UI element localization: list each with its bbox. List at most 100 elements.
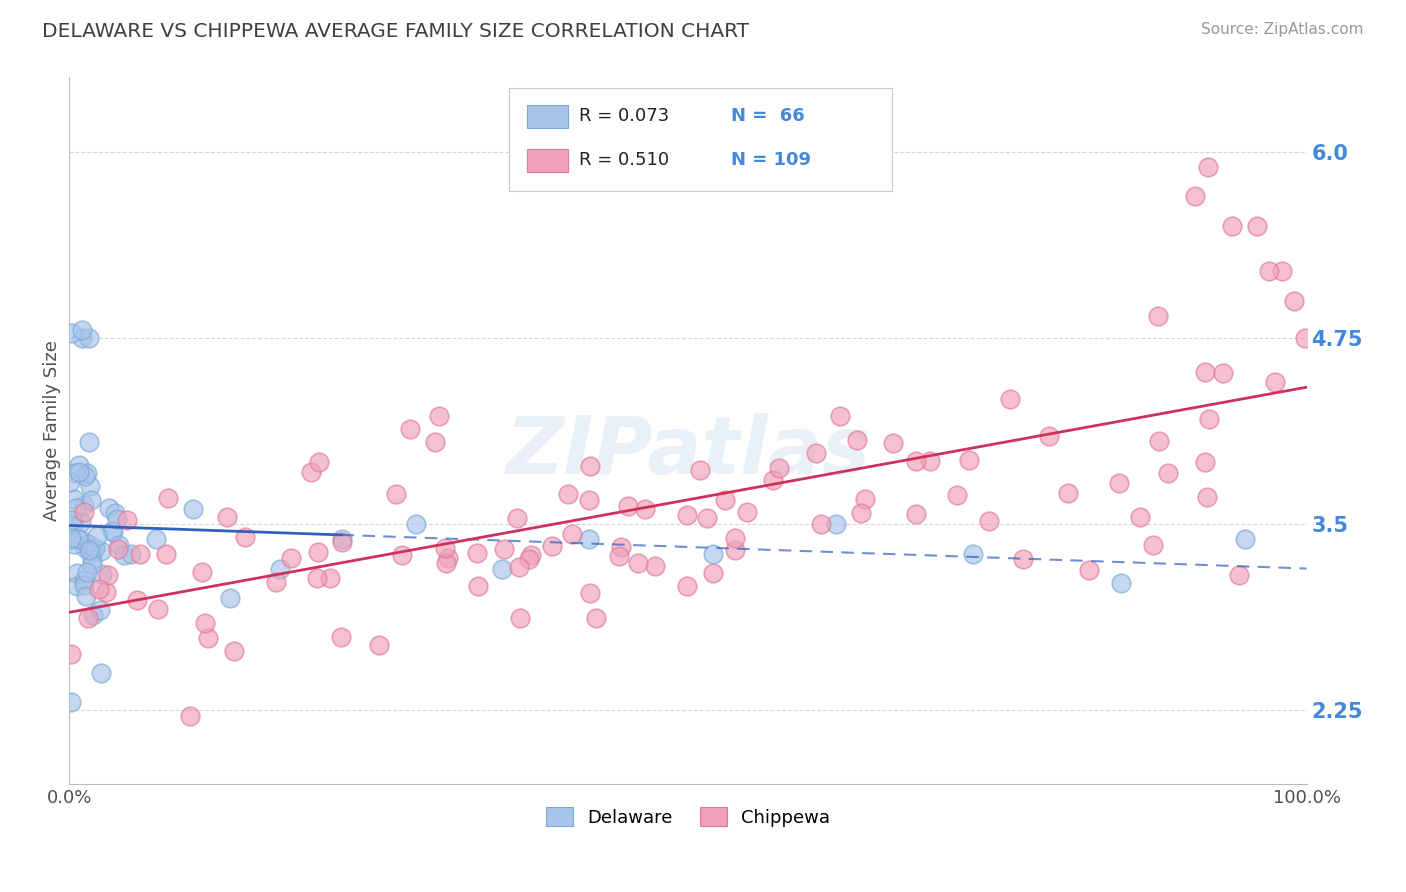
Point [627, 557, 650, 571]
Point [307, 545, 329, 559]
Point [156, 491, 179, 505]
Text: DELAWARE VS CHIPPEWA AVERAGE FAMILY SIZE CORRELATION CHART: DELAWARE VS CHIPPEWA AVERAGE FAMILY SIZE… [42, 22, 749, 41]
Point [82, 541, 104, 556]
Point [505, 511, 527, 525]
Point [492, 541, 515, 556]
Text: Source: ZipAtlas.com: Source: ZipAtlas.com [1201, 22, 1364, 37]
Y-axis label: Average Family Size: Average Family Size [44, 341, 60, 521]
Point [1212, 366, 1234, 380]
Point [561, 527, 583, 541]
Point [120, 547, 142, 561]
Point [762, 473, 785, 487]
Point [509, 611, 531, 625]
Point [82, 608, 104, 623]
Point [1264, 376, 1286, 390]
Point [437, 551, 460, 566]
Point [179, 708, 201, 723]
Point [578, 492, 600, 507]
Point [104, 506, 127, 520]
Point [962, 547, 984, 561]
Point [75, 589, 97, 603]
Point [79, 492, 101, 507]
Point [219, 591, 242, 606]
Point [128, 547, 150, 561]
Point [63, 466, 86, 480]
Point [148, 601, 170, 615]
Point [58, 475, 80, 489]
Point [467, 546, 489, 560]
Point [70, 533, 93, 547]
Point [80, 553, 103, 567]
Point [77, 434, 100, 449]
Point [724, 532, 747, 546]
Point [845, 434, 868, 448]
Point [714, 493, 737, 508]
Point [1294, 331, 1316, 345]
Point [89, 603, 111, 617]
Point [557, 487, 579, 501]
Point [1233, 532, 1256, 546]
Point [702, 566, 724, 580]
Point [1147, 309, 1170, 323]
Point [73, 498, 96, 512]
Point [103, 524, 125, 539]
Point [67, 465, 90, 479]
Point [269, 561, 291, 575]
Point [266, 575, 288, 590]
Point [1077, 563, 1099, 577]
Point [1246, 219, 1268, 234]
Point [75, 541, 97, 555]
Point [66, 578, 89, 592]
Point [108, 538, 131, 552]
Point [702, 547, 724, 561]
Point [607, 549, 630, 564]
Point [330, 534, 353, 549]
Point [391, 548, 413, 562]
Point [280, 551, 302, 566]
Point [825, 516, 848, 531]
Text: N = 109: N = 109 [731, 151, 811, 169]
Point [112, 549, 135, 563]
Point [541, 540, 564, 554]
Point [67, 532, 90, 546]
Point [1258, 264, 1281, 278]
Point [72, 331, 94, 345]
Text: R = 0.510: R = 0.510 [579, 151, 669, 169]
Point [1184, 189, 1206, 203]
Point [405, 516, 427, 531]
Point [330, 630, 353, 644]
Point [735, 505, 758, 519]
Point [1129, 510, 1152, 524]
Point [634, 502, 657, 516]
Point [194, 615, 217, 630]
Point [107, 542, 129, 557]
Point [97, 500, 120, 515]
Point [946, 488, 969, 502]
Point [73, 468, 96, 483]
Point [578, 532, 600, 546]
Point [86, 529, 108, 543]
Point [76, 537, 98, 551]
FancyBboxPatch shape [509, 88, 891, 191]
FancyBboxPatch shape [527, 105, 568, 128]
Point [1000, 392, 1022, 407]
Point [65, 500, 87, 515]
Point [87, 582, 110, 596]
Point [60, 326, 83, 341]
Point [101, 524, 124, 539]
Point [434, 541, 457, 556]
Point [904, 454, 927, 468]
Point [82, 557, 104, 571]
Point [804, 445, 827, 459]
Point [59, 696, 82, 710]
Point [79, 479, 101, 493]
Text: ZIPatlas: ZIPatlas [506, 413, 870, 491]
Point [96, 568, 118, 582]
Point [217, 509, 239, 524]
Point [1198, 412, 1220, 426]
Point [155, 547, 177, 561]
Point [307, 572, 329, 586]
Point [60, 648, 83, 662]
Point [1108, 475, 1130, 490]
Point [918, 454, 941, 468]
